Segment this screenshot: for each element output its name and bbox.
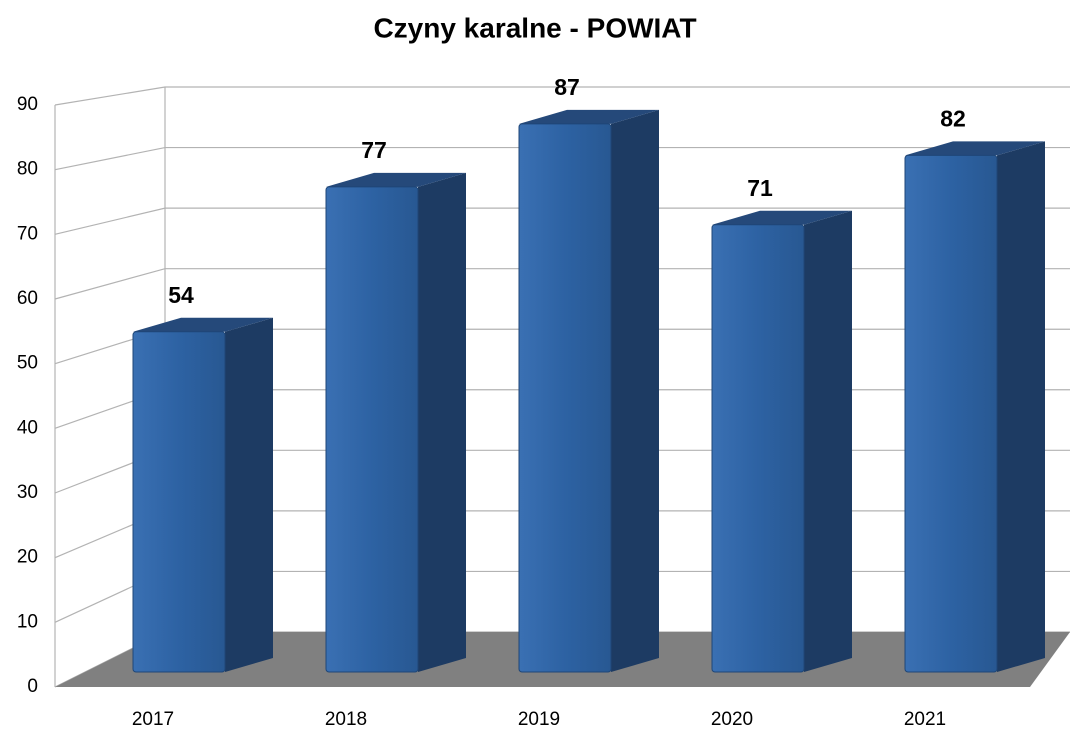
y-tick-label: 80 (17, 159, 38, 180)
bar-front (904, 154, 998, 673)
bar-front (132, 331, 226, 673)
bar-top (712, 210, 852, 225)
y-tick-label: 30 (17, 482, 38, 503)
bar-top (519, 109, 659, 124)
y-tick-label: 10 (17, 611, 38, 632)
y-tick-label: 70 (17, 223, 38, 244)
y-tick-label: 50 (17, 353, 38, 374)
bar-side (418, 172, 466, 672)
bar-top (905, 141, 1045, 156)
data-label: 54 (168, 282, 194, 308)
data-label: 87 (554, 74, 580, 100)
x-tick-label: 2018 (325, 709, 367, 729)
bar (904, 141, 1045, 673)
y-tick-label: 0 (27, 676, 38, 697)
data-label: 77 (361, 137, 387, 163)
x-tick-label: 2020 (711, 709, 753, 729)
bar-side (225, 317, 273, 672)
bar-front (325, 186, 419, 673)
data-label: 71 (747, 175, 773, 201)
y-tick-label: 60 (17, 288, 38, 309)
y-tick-label: 20 (17, 547, 38, 568)
bar (325, 172, 466, 673)
x-tick-label: 2019 (518, 709, 560, 729)
data-label: 82 (940, 105, 966, 131)
y-tick-label: 40 (17, 417, 38, 438)
bar-front (711, 224, 805, 673)
bar-front (518, 123, 612, 673)
bar (132, 317, 273, 673)
x-tick-label: 2017 (132, 709, 174, 729)
chart-title: Czyny karalne - POWIAT (373, 12, 696, 43)
bar-side (804, 210, 852, 672)
bar-top (133, 317, 273, 332)
bar-side (611, 109, 659, 672)
bar-top (326, 172, 466, 187)
y-tick-label: 90 (17, 94, 38, 115)
bar (711, 210, 852, 673)
x-tick-label: 2021 (904, 709, 946, 729)
bar (518, 109, 659, 673)
bar-side (997, 141, 1045, 672)
